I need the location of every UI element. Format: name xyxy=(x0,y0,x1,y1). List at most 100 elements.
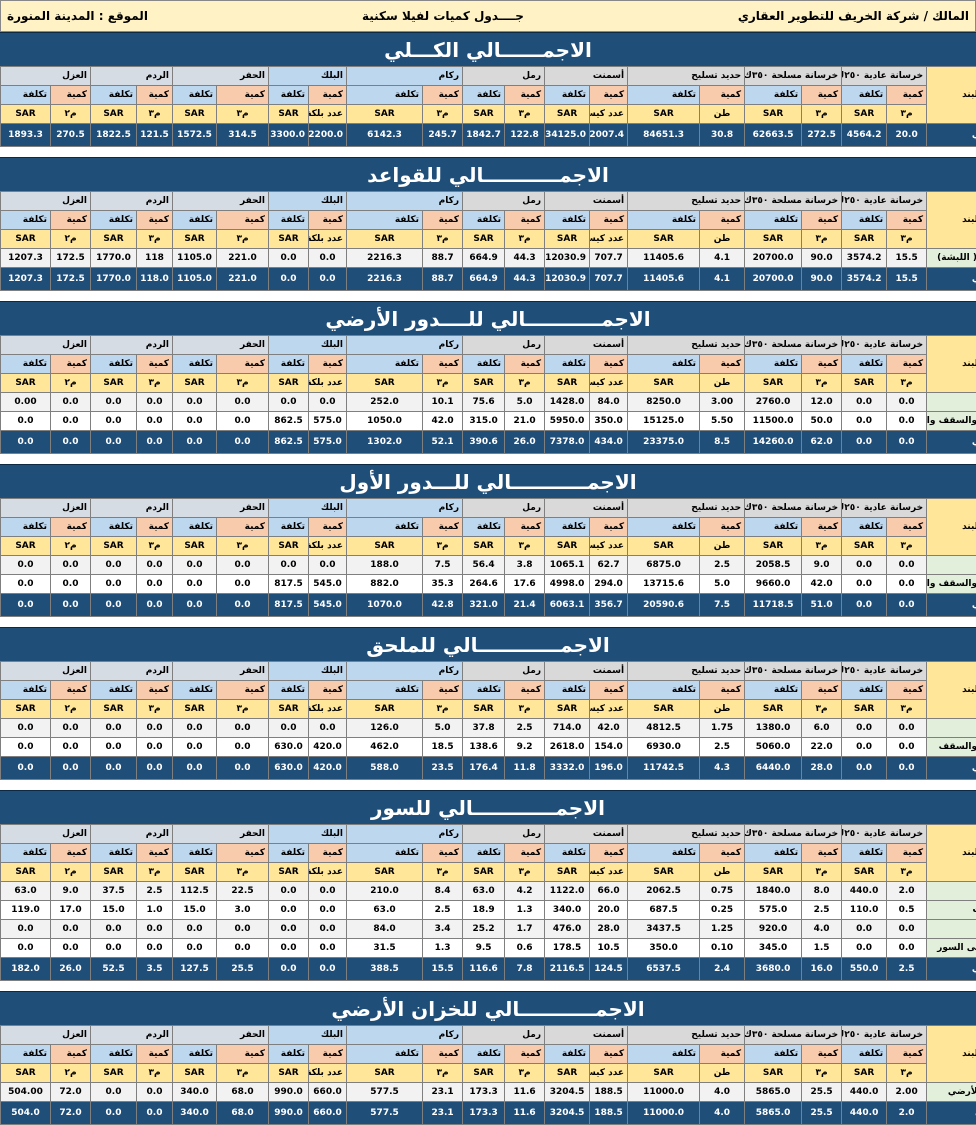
total-label: الأجمـالي xyxy=(927,431,976,454)
value-cell: 0.0 xyxy=(217,738,269,757)
value-cell: 17.0 xyxy=(51,901,91,920)
site-text: الموقع : المدينة المنورة xyxy=(7,9,148,23)
qty-subheader: كمية xyxy=(802,86,842,105)
unit-cell: SAR xyxy=(745,700,802,719)
cost-subheader: تكلفة xyxy=(91,211,137,230)
value-cell: 504.00 xyxy=(1,1083,51,1102)
group-header: العزل xyxy=(1,499,91,518)
value-cell: 0.0 xyxy=(269,920,309,939)
group-header: حديد تسليح xyxy=(628,825,745,844)
value-cell: 2618.0 xyxy=(545,738,590,757)
section-title: الاجمــــــــــــالي للسور xyxy=(0,790,976,824)
table-row: الاعمدة0.00.06.01380.01.754812.542.0714.… xyxy=(1,719,976,738)
section-gap xyxy=(0,147,976,157)
total-row: الأجمـالي15.53574.290.020700.04.111405.6… xyxy=(1,268,976,291)
total-value-cell: 2.4 xyxy=(700,958,745,981)
value-cell: 4.2 xyxy=(505,882,545,901)
cost-subheader: تكلفة xyxy=(91,355,137,374)
value-cell: 154.0 xyxy=(590,738,628,757)
total-value-cell: 182.0 xyxy=(1,958,51,981)
value-cell: 22.5 xyxy=(217,882,269,901)
unit-cell: عدد كيس xyxy=(590,1064,628,1083)
unit-cell: SAR xyxy=(545,105,590,124)
value-cell: 15125.0 xyxy=(628,412,700,431)
unit-cell: عدد كيس xyxy=(590,105,628,124)
quantity-table: البندخرسانة عادية ٢٥٠كخرسانة مسلحة ٣٥٠كح… xyxy=(0,191,976,291)
cost-subheader: تكلفة xyxy=(173,355,217,374)
group-header: الردم xyxy=(91,336,173,355)
value-cell: 0.0 xyxy=(1,738,51,757)
value-cell: 0.0 xyxy=(887,575,927,594)
value-cell: 0.0 xyxy=(309,249,347,268)
group-header: أسمنت xyxy=(545,336,628,355)
qty-subheader: كمية xyxy=(590,355,628,374)
qty-subheader: كمية xyxy=(505,844,545,863)
total-value-cell: 575.0 xyxy=(309,431,347,454)
qty-subheader: كمية xyxy=(217,355,269,374)
value-cell: 340.0 xyxy=(545,901,590,920)
value-cell: 0.0 xyxy=(309,556,347,575)
value-cell: 0.0 xyxy=(269,719,309,738)
row-label: الجسور والسقف والسلالم xyxy=(927,412,976,431)
total-value-cell: 2007.4 xyxy=(590,124,628,147)
value-cell: 2.5 xyxy=(700,738,745,757)
value-cell: 88.7 xyxy=(423,249,463,268)
value-cell: 66.0 xyxy=(590,882,628,901)
unit-cell: م٣ xyxy=(217,537,269,556)
cost-subheader: تكلفة xyxy=(347,518,423,537)
qty-subheader: كمية xyxy=(423,681,463,700)
unit-cell: SAR xyxy=(463,537,505,556)
cost-subheader: تكلفة xyxy=(628,681,700,700)
total-value-cell: 1822.5 xyxy=(91,124,137,147)
group-header: البلك xyxy=(269,662,347,681)
group-header: خرسانة عادية ٢٥٠ك xyxy=(842,499,927,518)
qty-subheader: كمية xyxy=(423,211,463,230)
total-value-cell: 16.0 xyxy=(802,958,842,981)
total-value-cell: 1105.0 xyxy=(173,268,217,291)
value-cell: 0.0 xyxy=(51,738,91,757)
value-cell: 9.5 xyxy=(463,939,505,958)
total-row: الأجمـالي0.00.051.011718.57.520590.6356.… xyxy=(1,594,976,617)
total-value-cell: 30.8 xyxy=(700,124,745,147)
value-cell: 340.0 xyxy=(173,1083,217,1102)
unit-cell: SAR xyxy=(269,374,309,393)
total-value-cell: 121.5 xyxy=(137,124,173,147)
total-value-cell: 172.5 xyxy=(51,268,91,291)
value-cell: 17.6 xyxy=(505,575,545,594)
value-cell: 2216.3 xyxy=(347,249,423,268)
group-header: العزل xyxy=(1,192,91,211)
unit-cell: SAR xyxy=(1,537,51,556)
unit-cell: SAR xyxy=(842,230,887,249)
value-cell: 0.0 xyxy=(1,920,51,939)
value-cell: 714.0 xyxy=(545,719,590,738)
value-cell: 21.0 xyxy=(505,412,545,431)
total-value-cell: 0.0 xyxy=(217,757,269,780)
total-value-cell: 388.5 xyxy=(347,958,423,981)
value-cell: 882.0 xyxy=(347,575,423,594)
unit-cell: م٣ xyxy=(887,863,927,882)
value-cell: 12030.9 xyxy=(545,249,590,268)
qty-subheader: كمية xyxy=(700,518,745,537)
value-cell: 0.0 xyxy=(842,920,887,939)
cost-subheader: تكلفة xyxy=(842,844,887,863)
cost-subheader: تكلفة xyxy=(1,1045,51,1064)
qty-subheader: كمية xyxy=(802,355,842,374)
qty-subheader: كمية xyxy=(590,86,628,105)
group-header: خرسانة مسلحة ٣٥٠ك xyxy=(745,336,842,355)
value-cell: 0.0 xyxy=(887,412,927,431)
unit-cell: SAR xyxy=(463,863,505,882)
value-cell: 2058.5 xyxy=(745,556,802,575)
total-value-cell: 0.0 xyxy=(887,757,927,780)
value-cell: 178.5 xyxy=(545,939,590,958)
total-value-cell: 4.0 xyxy=(700,1102,745,1125)
unit-cell: م٣ xyxy=(802,1064,842,1083)
total-value-cell: 990.0 xyxy=(269,1102,309,1125)
item-header: البند xyxy=(927,336,976,393)
value-cell: 172.5 xyxy=(51,249,91,268)
qty-subheader: كمية xyxy=(51,844,91,863)
value-cell: 0.0 xyxy=(173,738,217,757)
unit-cell: م٣ xyxy=(137,374,173,393)
total-value-cell: 862.5 xyxy=(269,431,309,454)
unit-cell: SAR xyxy=(842,700,887,719)
value-cell: 6930.0 xyxy=(628,738,700,757)
